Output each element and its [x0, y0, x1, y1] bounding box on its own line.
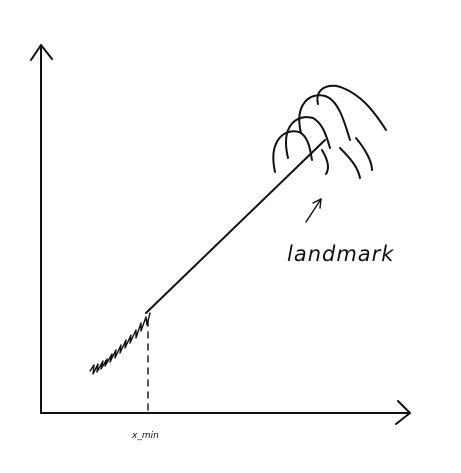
- x-min-label: x_min: [131, 431, 159, 441]
- finger-3: [298, 94, 351, 141]
- finger-2: [285, 116, 331, 159]
- landmark-arrow-head: [312, 198, 322, 209]
- landmark-arrow: [305, 198, 322, 223]
- finger-1: [272, 130, 313, 173]
- x-axis-arrowhead: [395, 400, 411, 425]
- trend-line: [145, 139, 326, 314]
- landmark-arrow-shaft: [305, 198, 322, 223]
- landmark-label: landmark: [287, 242, 394, 266]
- x-axis: [40, 400, 411, 425]
- y-axis-arrowhead: [30, 44, 53, 61]
- scribble-mark: [89, 312, 151, 375]
- hand-back: [321, 137, 373, 179]
- finger-4: [316, 84, 387, 131]
- y-axis: [30, 44, 53, 414]
- landmark-shape: [272, 84, 387, 179]
